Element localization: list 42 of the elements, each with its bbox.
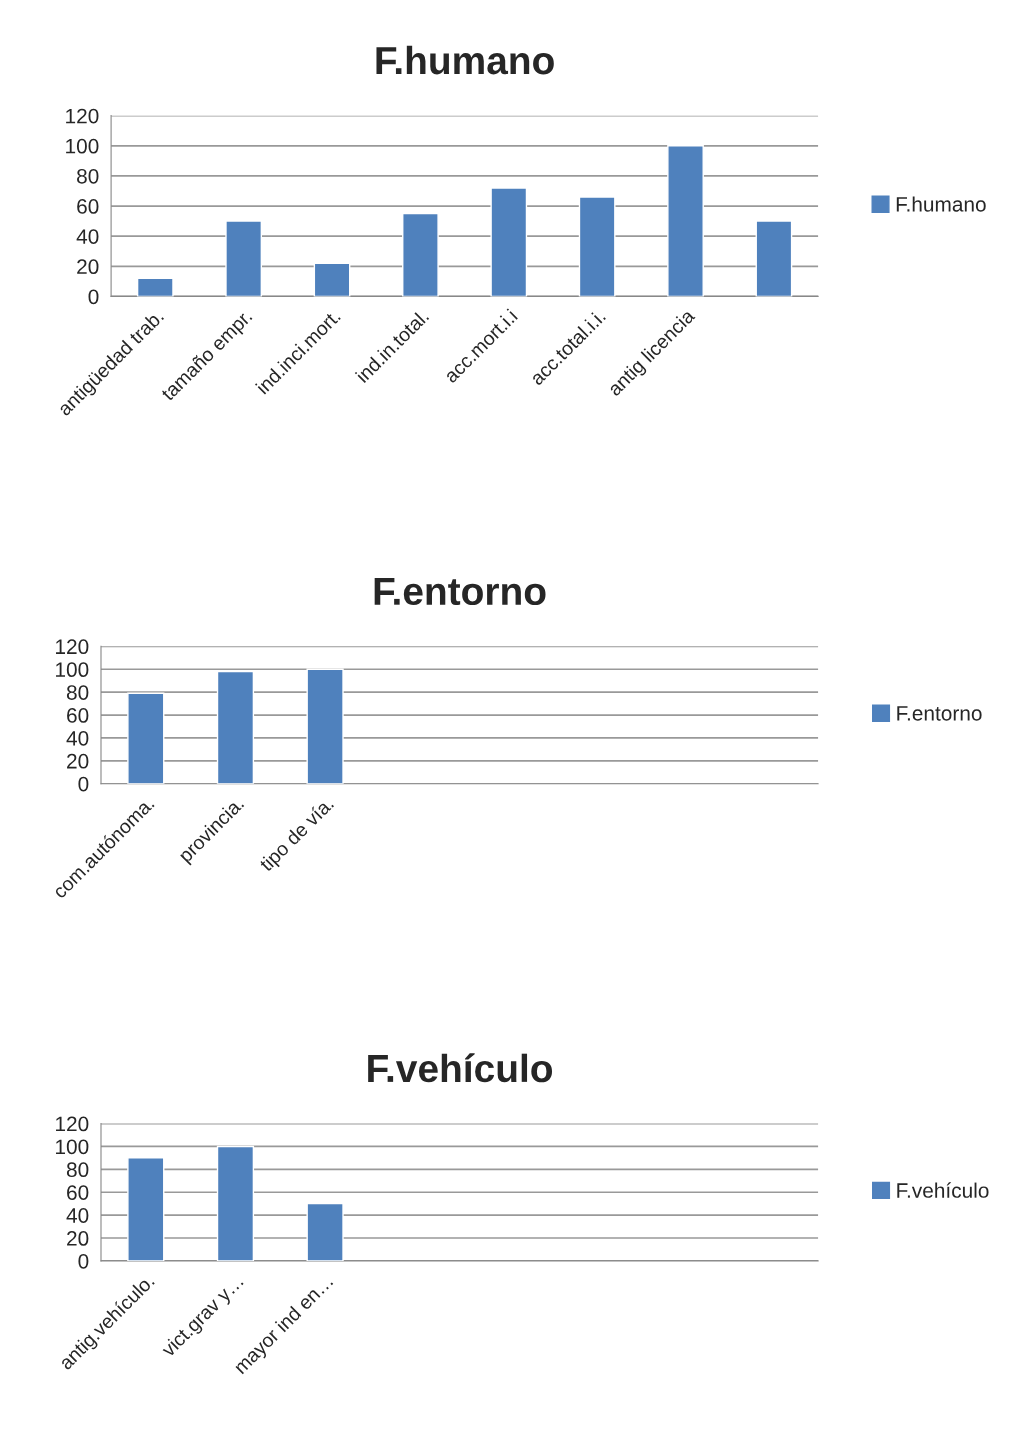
x-tick-label: tipo de vía. <box>258 796 337 875</box>
legend-label: F.vehículo <box>897 1182 989 1198</box>
y-tick-label: 80 <box>77 168 99 184</box>
bar <box>490 187 528 297</box>
y-tick-label: 0 <box>78 1253 89 1269</box>
bar <box>216 1145 255 1261</box>
bar <box>127 692 165 784</box>
y-tick-label: 100 <box>56 662 89 678</box>
bar <box>755 220 793 297</box>
legend-label: F.entorno <box>897 706 982 721</box>
y-tick-label: 120 <box>56 1116 89 1132</box>
y-tick-label: 20 <box>67 1231 89 1246</box>
bar <box>136 277 174 297</box>
y-tick-label: 20 <box>67 753 89 769</box>
y-tick-label: 100 <box>56 1139 89 1155</box>
bar <box>306 668 344 784</box>
bar <box>578 196 616 297</box>
bar <box>667 145 704 297</box>
y-tick-label: 40 <box>66 1208 89 1223</box>
y-tick-label: 80 <box>66 1162 89 1178</box>
y-tick-label: 40 <box>66 730 89 746</box>
bar <box>225 220 263 297</box>
legend-label: F.humano <box>896 196 986 212</box>
y-tick-label: 60 <box>67 708 89 723</box>
y-tick-label: 0 <box>78 776 89 792</box>
y-tick-label: 60 <box>77 199 99 214</box>
bar <box>313 262 351 297</box>
y-tick-label: 40 <box>76 229 99 244</box>
y-tick-label: 80 <box>66 685 89 700</box>
y-tick-label: 100 <box>66 138 99 154</box>
bar <box>216 670 255 784</box>
y-tick-label: 20 <box>77 259 99 275</box>
chart-title: F.vehículo <box>368 1053 553 1083</box>
bar <box>127 1157 165 1261</box>
y-tick-label: 60 <box>67 1185 89 1200</box>
y-tick-label: 120 <box>56 639 89 655</box>
bar <box>402 212 439 297</box>
bar <box>306 1202 344 1261</box>
chart-title: F.entorno <box>374 577 546 606</box>
y-tick-label: 0 <box>88 289 99 305</box>
y-tick-label: 120 <box>66 108 99 124</box>
chart-title: F.humano <box>376 45 554 75</box>
